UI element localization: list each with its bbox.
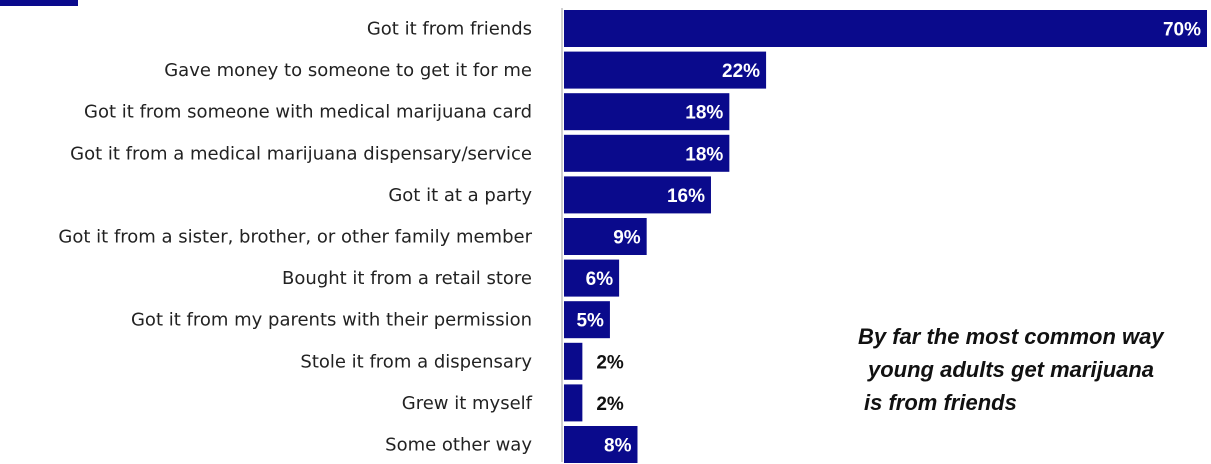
bar — [564, 343, 582, 380]
bar — [564, 10, 1207, 47]
data-label: 2% — [596, 394, 624, 415]
category-label: Some other way — [385, 435, 532, 456]
category-label: Gave money to someone to get it for me — [164, 60, 532, 81]
data-label: 16% — [667, 186, 705, 207]
corner-marker — [0, 0, 78, 6]
category-label: Got it at a party — [388, 185, 532, 206]
data-label: 2% — [596, 352, 624, 373]
category-label: Got it from a sister, brother, or other … — [58, 227, 532, 248]
annotation-line: young adults get marijuana — [820, 353, 1200, 386]
category-label: Got it from friends — [367, 19, 532, 40]
data-label: 6% — [586, 269, 614, 290]
data-label: 18% — [685, 144, 723, 165]
data-label: 18% — [685, 103, 723, 124]
category-label: Stole it from a dispensary — [300, 351, 532, 372]
category-label: Grew it myself — [402, 393, 533, 414]
category-label: Got it from my parents with their permis… — [131, 310, 532, 331]
annotation: By far the most common way young adults … — [820, 320, 1200, 419]
annotation-line: By far the most common way — [820, 320, 1200, 353]
data-label: 8% — [604, 436, 632, 457]
bar — [564, 384, 582, 421]
category-label: Got it from someone with medical marijua… — [84, 102, 532, 123]
data-label: 70% — [1163, 20, 1201, 41]
data-label: 22% — [722, 61, 760, 82]
category-label: Bought it from a retail store — [282, 268, 532, 289]
data-label: 5% — [576, 311, 604, 332]
category-label: Got it from a medical marijuana dispensa… — [70, 143, 532, 164]
annotation-line: is from friends — [820, 386, 1200, 419]
data-label: 9% — [613, 228, 641, 249]
